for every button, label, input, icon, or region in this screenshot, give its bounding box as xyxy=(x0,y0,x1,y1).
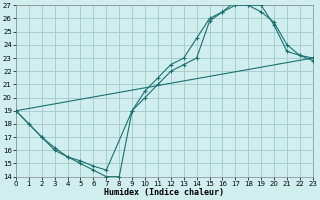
X-axis label: Humidex (Indice chaleur): Humidex (Indice chaleur) xyxy=(104,188,224,197)
